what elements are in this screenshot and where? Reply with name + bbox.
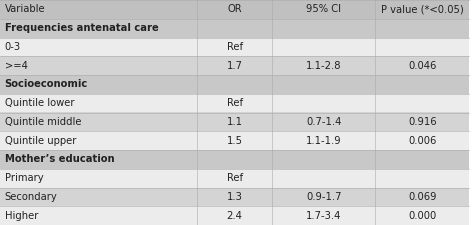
FancyBboxPatch shape xyxy=(197,131,272,150)
Text: 1.1: 1.1 xyxy=(227,117,243,127)
Text: 0.006: 0.006 xyxy=(408,136,437,146)
FancyBboxPatch shape xyxy=(375,112,469,131)
FancyBboxPatch shape xyxy=(197,56,272,75)
FancyBboxPatch shape xyxy=(197,38,272,56)
FancyBboxPatch shape xyxy=(272,94,375,112)
FancyBboxPatch shape xyxy=(0,169,197,187)
FancyBboxPatch shape xyxy=(375,94,469,112)
FancyBboxPatch shape xyxy=(375,0,469,19)
Text: Frequencies antenatal care: Frequencies antenatal care xyxy=(5,23,158,33)
FancyBboxPatch shape xyxy=(272,19,375,38)
FancyBboxPatch shape xyxy=(272,169,375,187)
FancyBboxPatch shape xyxy=(197,169,272,187)
FancyBboxPatch shape xyxy=(0,38,197,56)
FancyBboxPatch shape xyxy=(197,94,272,112)
FancyBboxPatch shape xyxy=(375,131,469,150)
Text: Ref: Ref xyxy=(227,42,243,52)
Text: 1.5: 1.5 xyxy=(227,136,243,146)
FancyBboxPatch shape xyxy=(197,206,272,225)
Text: 0.000: 0.000 xyxy=(408,211,437,221)
FancyBboxPatch shape xyxy=(272,112,375,131)
Text: 1.3: 1.3 xyxy=(227,192,243,202)
Text: 0.069: 0.069 xyxy=(408,192,437,202)
Text: Quintile middle: Quintile middle xyxy=(5,117,81,127)
FancyBboxPatch shape xyxy=(197,112,272,131)
FancyBboxPatch shape xyxy=(197,187,272,206)
Text: 2.4: 2.4 xyxy=(227,211,243,221)
FancyBboxPatch shape xyxy=(0,94,197,112)
FancyBboxPatch shape xyxy=(272,131,375,150)
Text: Primary: Primary xyxy=(5,173,43,183)
FancyBboxPatch shape xyxy=(272,75,375,94)
Text: Socioeconomic: Socioeconomic xyxy=(5,79,88,89)
FancyBboxPatch shape xyxy=(0,112,197,131)
Text: >=4: >=4 xyxy=(5,61,27,71)
FancyBboxPatch shape xyxy=(375,150,469,169)
Text: Quintile upper: Quintile upper xyxy=(5,136,76,146)
Text: Ref: Ref xyxy=(227,98,243,108)
Text: Quintile lower: Quintile lower xyxy=(5,98,74,108)
Text: 1.1-2.8: 1.1-2.8 xyxy=(306,61,342,71)
Text: 1.7-3.4: 1.7-3.4 xyxy=(306,211,342,221)
FancyBboxPatch shape xyxy=(0,206,197,225)
Text: OR: OR xyxy=(228,4,242,14)
FancyBboxPatch shape xyxy=(375,19,469,38)
FancyBboxPatch shape xyxy=(0,0,197,19)
FancyBboxPatch shape xyxy=(0,187,197,206)
Text: P value (*<0.05): P value (*<0.05) xyxy=(381,4,464,14)
FancyBboxPatch shape xyxy=(272,0,375,19)
Text: Ref: Ref xyxy=(227,173,243,183)
FancyBboxPatch shape xyxy=(375,75,469,94)
FancyBboxPatch shape xyxy=(272,150,375,169)
FancyBboxPatch shape xyxy=(0,19,197,38)
FancyBboxPatch shape xyxy=(375,187,469,206)
Text: 0-3: 0-3 xyxy=(5,42,21,52)
Text: Mother’s education: Mother’s education xyxy=(5,154,114,164)
FancyBboxPatch shape xyxy=(272,56,375,75)
FancyBboxPatch shape xyxy=(272,38,375,56)
Text: 95% CI: 95% CI xyxy=(306,4,341,14)
Text: 0.046: 0.046 xyxy=(408,61,437,71)
FancyBboxPatch shape xyxy=(375,169,469,187)
Text: 1.7: 1.7 xyxy=(227,61,243,71)
FancyBboxPatch shape xyxy=(375,38,469,56)
Text: 0.7-1.4: 0.7-1.4 xyxy=(306,117,342,127)
FancyBboxPatch shape xyxy=(197,75,272,94)
FancyBboxPatch shape xyxy=(0,131,197,150)
FancyBboxPatch shape xyxy=(0,56,197,75)
FancyBboxPatch shape xyxy=(375,206,469,225)
FancyBboxPatch shape xyxy=(0,75,197,94)
FancyBboxPatch shape xyxy=(197,19,272,38)
Text: Secondary: Secondary xyxy=(5,192,57,202)
FancyBboxPatch shape xyxy=(375,56,469,75)
FancyBboxPatch shape xyxy=(0,150,197,169)
Text: Variable: Variable xyxy=(5,4,46,14)
FancyBboxPatch shape xyxy=(197,150,272,169)
FancyBboxPatch shape xyxy=(197,0,272,19)
Text: Higher: Higher xyxy=(5,211,38,221)
Text: 0.9-1.7: 0.9-1.7 xyxy=(306,192,342,202)
FancyBboxPatch shape xyxy=(272,187,375,206)
Text: 0.916: 0.916 xyxy=(408,117,437,127)
FancyBboxPatch shape xyxy=(272,206,375,225)
Text: 1.1-1.9: 1.1-1.9 xyxy=(306,136,342,146)
